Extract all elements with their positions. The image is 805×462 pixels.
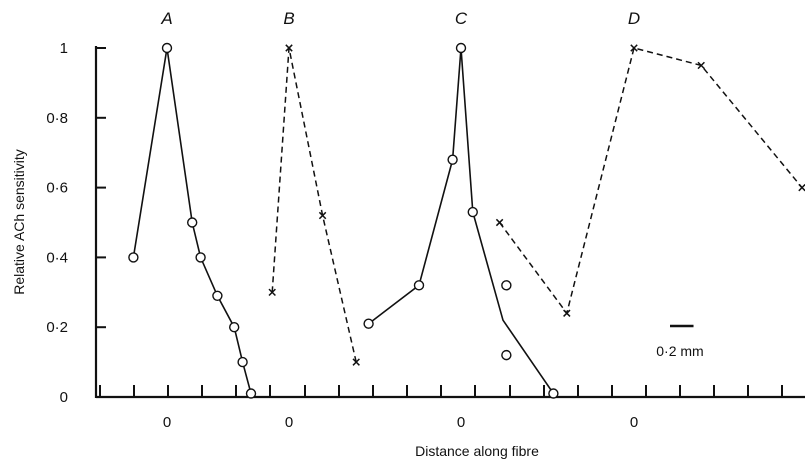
- data-point-d: [697, 61, 705, 70]
- x-axis-title: Distance along fibre: [415, 443, 539, 459]
- scale-bar-label: 0·2 mm: [656, 343, 703, 359]
- y-tick-label: 1: [60, 40, 68, 57]
- x-tick-label-zero-d: 0: [630, 414, 638, 431]
- series-line-b: [271, 47, 357, 363]
- x-tick-label-zero-c: 0: [457, 414, 465, 431]
- data-point-d: [798, 183, 805, 192]
- panel-label-a: A: [160, 9, 172, 28]
- data-point-c: [363, 318, 374, 329]
- data-point-a: [228, 322, 240, 333]
- x-tick-label-zero-a: 0: [163, 414, 171, 431]
- y-tick-label: 0: [60, 389, 68, 406]
- data-point-a: [186, 217, 198, 228]
- series-lines: [132, 47, 803, 394]
- data-point-c-unconnected: [501, 280, 512, 291]
- y-tick-label: 0·6: [46, 180, 68, 197]
- data-point-c: [413, 280, 425, 291]
- data-point-c: [447, 154, 458, 165]
- panel-label-b: B: [283, 9, 294, 28]
- data-point-a: [161, 42, 173, 54]
- data-point-b: [318, 211, 327, 220]
- data-point-c: [548, 388, 559, 399]
- data-point-b: [352, 358, 360, 366]
- series-line-a: [132, 47, 252, 394]
- data-point-a: [212, 290, 223, 301]
- data-point-b: [285, 44, 293, 52]
- data-point-c-unconnected: [501, 349, 512, 361]
- data-point-d: [630, 44, 638, 52]
- y-tick-label: 0·4: [46, 249, 68, 266]
- data-point-a: [195, 252, 206, 263]
- y-tick-label: 0·2: [46, 319, 68, 336]
- panel-label-c: C: [455, 9, 468, 28]
- series-line-c: [368, 47, 555, 394]
- x-tick-label-zero-b: 0: [285, 414, 293, 431]
- data-point-a: [128, 252, 139, 263]
- data-point-d: [495, 218, 504, 227]
- series-line-d: [498, 47, 803, 315]
- data-point-c: [455, 42, 467, 54]
- panel-label-d: D: [628, 9, 640, 28]
- data-point-a: [245, 388, 257, 399]
- axes: [94, 46, 805, 399]
- data-point-b: [268, 288, 276, 297]
- y-tick-label: 0·8: [46, 110, 68, 127]
- data-point-a: [237, 356, 248, 368]
- data-points: [128, 42, 805, 399]
- data-point-d: [563, 309, 571, 317]
- y-axis-title: Relative ACh sensitivity: [11, 149, 27, 295]
- chart-text: 0 0·2 0·4 0·6 0·8 1 Relative ACh sensitivity Di…: [11, 9, 704, 459]
- data-point-c: [467, 206, 478, 218]
